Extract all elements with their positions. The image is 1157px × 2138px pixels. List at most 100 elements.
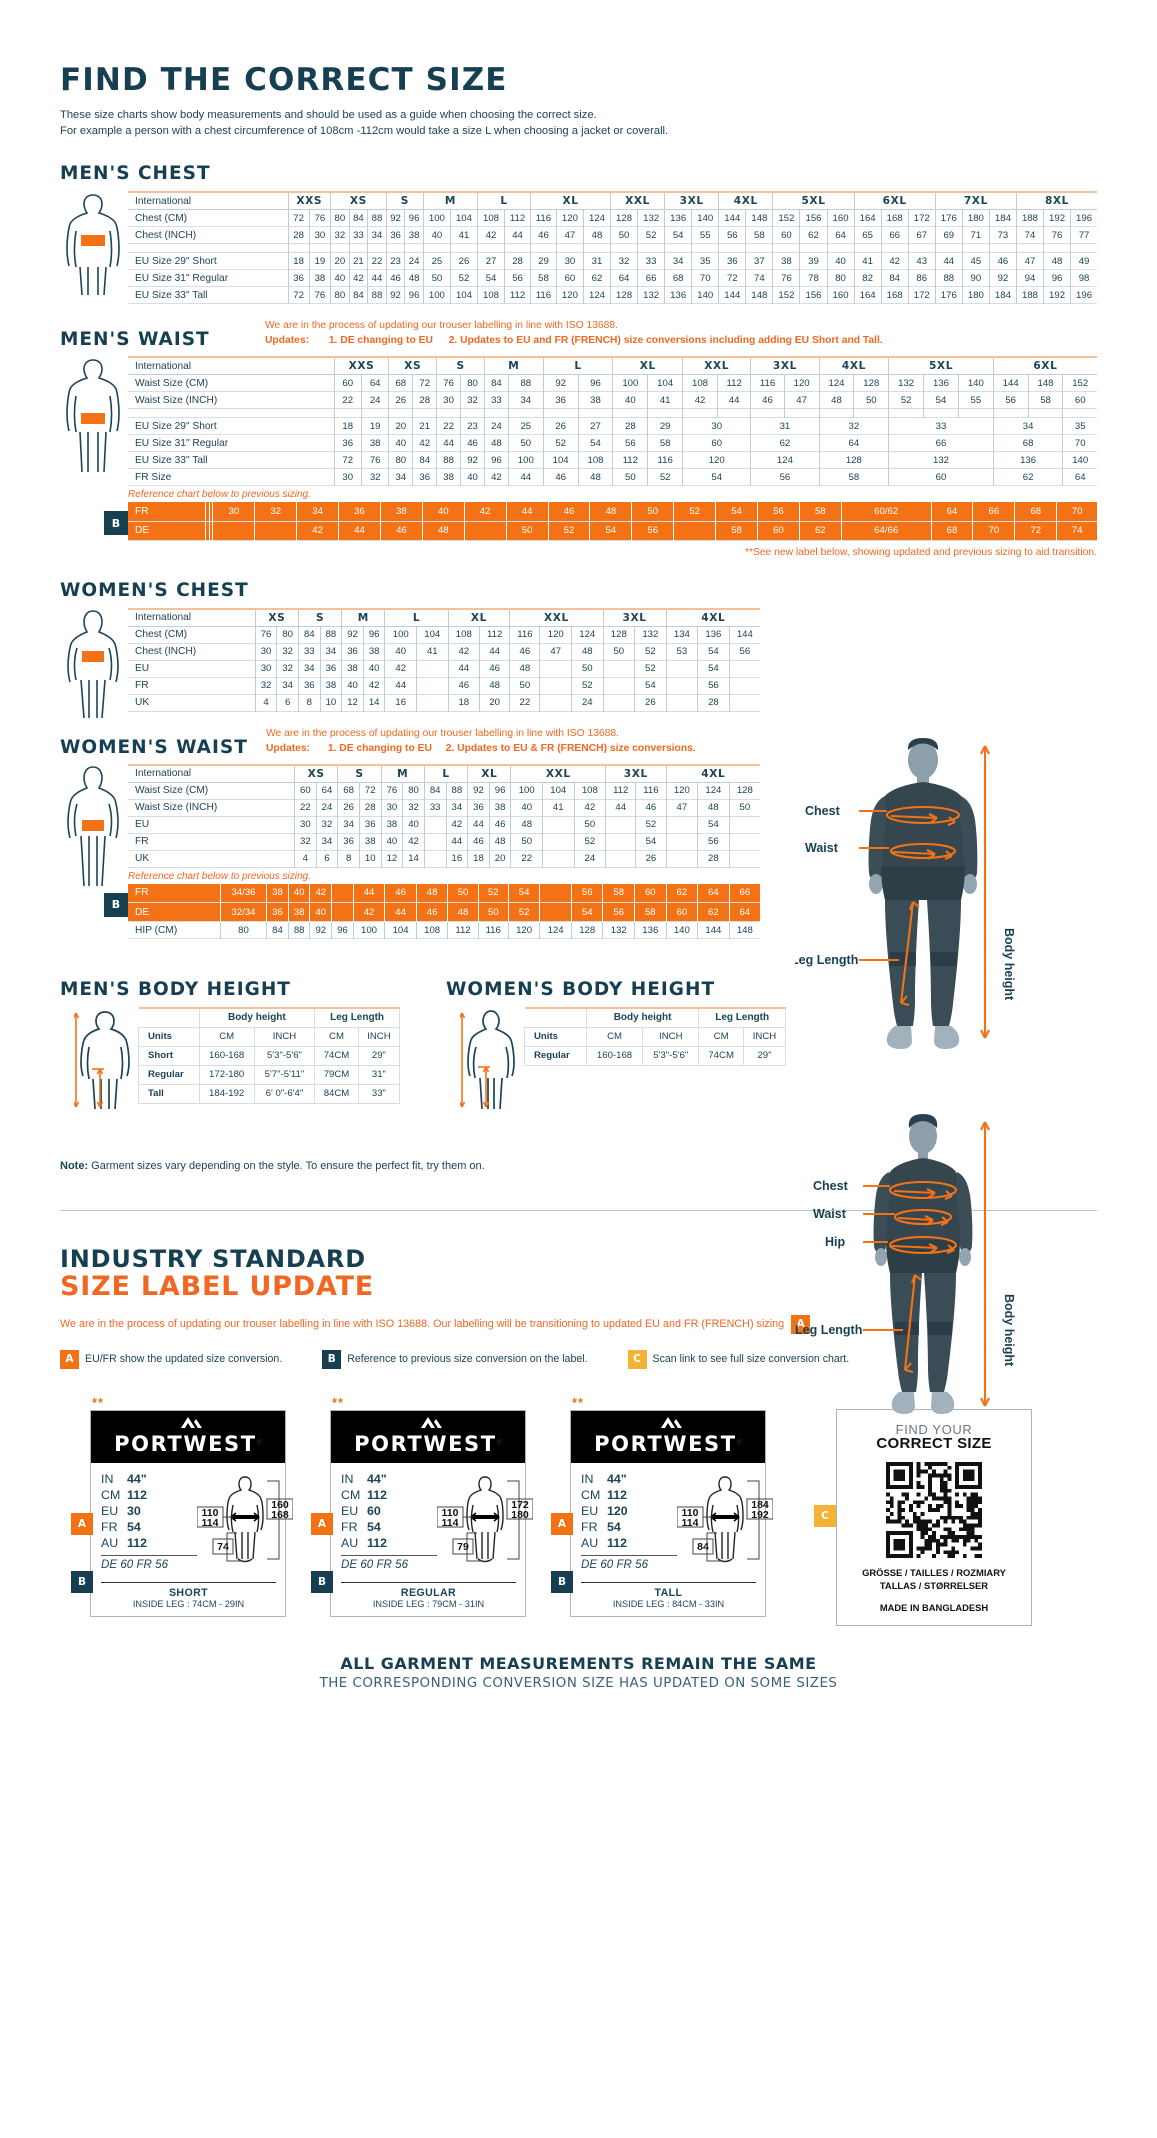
cell: [728, 677, 760, 694]
cell: 140: [1062, 451, 1097, 469]
cell: 49: [1070, 252, 1097, 270]
cell: 28: [287, 226, 310, 244]
cell: 168: [880, 286, 909, 304]
cell: 23: [460, 417, 485, 435]
cell: 38: [362, 643, 385, 660]
cell: 32: [330, 226, 350, 244]
cell: 34: [445, 799, 468, 816]
cell: 76: [772, 269, 800, 287]
qr-code-icon[interactable]: [886, 1461, 982, 1558]
cell: 50: [610, 226, 638, 244]
cell: 136: [664, 209, 692, 227]
inside-leg-label: INSIDE LEG : 79CM - 31IN: [372, 1598, 485, 1609]
mens-waist-section: MEN'S WAIST We are in the process of upd…: [60, 318, 1097, 560]
cell: [605, 816, 636, 833]
mens-waist-notice: We are in the process of updating our tr…: [265, 318, 883, 350]
mens-waist-notice-line1: We are in the process of updating our tr…: [265, 320, 618, 331]
cell: 196: [1070, 209, 1097, 227]
cell: 33: [348, 226, 368, 244]
cell: 42: [880, 252, 909, 270]
cell: [541, 816, 575, 833]
cell: 34: [315, 833, 338, 850]
cell: 180: [961, 209, 990, 227]
cell: 35: [1062, 417, 1097, 435]
cell: 56: [504, 269, 531, 287]
cell: 34: [992, 417, 1063, 435]
cell: 48: [582, 226, 611, 244]
cell: 48: [509, 660, 540, 677]
cell: 60: [555, 269, 584, 287]
cell: 44: [934, 252, 963, 270]
card-body: IN 44" CM 112 EU 60 FR 54 AU 112 DE 60 FR 56 110 114…: [331, 1463, 534, 1580]
size-group-8xl: 8XL: [1015, 192, 1097, 210]
cell: 40: [826, 252, 855, 270]
size-guide-page: FIND THE CORRECT SIZE These size charts …: [0, 62, 1157, 2138]
cell: 40: [380, 833, 403, 850]
cell: 22: [367, 252, 387, 270]
cell: 38: [287, 902, 310, 922]
unit-value: 112: [367, 1536, 387, 1551]
size-group-s: S: [436, 357, 485, 375]
cell: 68: [992, 434, 1063, 452]
size-group-xxl: XXL: [510, 764, 606, 782]
unit-col-0: CM: [585, 1026, 644, 1047]
unit-label: AU: [581, 1536, 599, 1551]
cell: 56: [992, 391, 1029, 409]
cell: 44: [447, 660, 480, 677]
cell: 55: [957, 391, 994, 409]
legend-text-c: Scan link to see full size conversion ch…: [652, 1353, 850, 1365]
cell: 108: [577, 451, 613, 469]
cell: 58: [798, 502, 842, 521]
reference-row: DE 32/34 36 38 40 42 44 46 48 50 52 54 56 58 60 62 64: [128, 902, 760, 922]
cell: 60: [756, 521, 800, 540]
cell: 80: [330, 286, 350, 304]
cell: 128: [570, 921, 603, 939]
cell: 34: [388, 468, 413, 486]
cell: 140: [691, 209, 719, 227]
legend-tag-a: A: [60, 1349, 79, 1369]
svg-text:110: 110: [202, 1507, 219, 1519]
cell: [605, 833, 636, 850]
cell: 4: [294, 850, 317, 867]
card-inner: PORTWEST® IN 44" CM 112 EU 30 FR 54 AU 112 DE 60 FR…: [90, 1409, 294, 1617]
cell: 112: [504, 209, 531, 227]
cell: 50: [631, 502, 674, 521]
size-group-7xl: 7XL: [934, 192, 1017, 210]
cell: 46: [509, 643, 540, 660]
cell: 30: [555, 252, 584, 270]
cell: 68: [337, 782, 360, 799]
mens-body-height-title: MEN'S BODY HEIGHT: [60, 979, 291, 1000]
cell: 58: [818, 468, 889, 486]
cell: 6' 0"-6'4": [253, 1083, 316, 1104]
size-group-l: L: [477, 192, 531, 210]
cell: 40: [384, 643, 417, 660]
cell: 108: [447, 626, 480, 643]
card-footer: TALL INSIDE LEG : 84CM - 33IN: [581, 1581, 756, 1616]
table-header-row: International XS S M L XL XXL 3XL 4XL: [128, 764, 760, 782]
cell: [728, 850, 760, 867]
size-line-eu: EU 30: [101, 1503, 197, 1519]
female-waist-figure-icon: [60, 764, 126, 894]
cell: 124: [818, 374, 854, 392]
cell: 76: [308, 286, 331, 304]
card-tag-a: A: [551, 1512, 573, 1535]
cell: 84CM: [314, 1083, 359, 1104]
cell: 54: [697, 643, 730, 660]
cell: 41: [541, 799, 575, 816]
legend-tag-b: B: [322, 1349, 342, 1369]
cell: [331, 883, 354, 903]
size-group-xl: XL: [612, 357, 683, 375]
cell: 124: [750, 451, 820, 469]
legend-tag-c: C: [627, 1349, 647, 1369]
male-waist-figure-icon: [60, 356, 126, 479]
cell: 84: [348, 209, 368, 227]
cell: 26: [634, 694, 667, 711]
cell: 100: [510, 782, 543, 799]
cell: 41: [853, 252, 882, 270]
row-label: DE: [128, 902, 221, 922]
size-group-xl: XL: [529, 192, 611, 210]
cell: 58: [1027, 391, 1063, 409]
cell: 20: [479, 694, 510, 711]
cell: 132: [637, 286, 665, 304]
cell: 116: [529, 209, 557, 227]
